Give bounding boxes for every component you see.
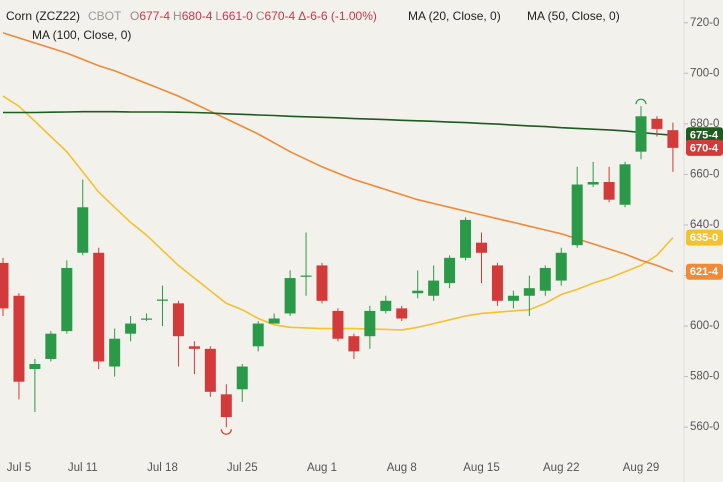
ohlc-key: H (173, 9, 182, 23)
y-tick-label: 560-0 (690, 421, 719, 433)
candle-body (460, 219, 472, 258)
candle-body (125, 323, 137, 334)
y-tick-label: 600-0 (690, 320, 719, 332)
value-tag (686, 229, 723, 246)
x-tick-label: Jul 11 (68, 462, 98, 474)
candle-body (523, 288, 535, 296)
candle-body (348, 336, 360, 352)
legend-entry: MA (100, Close, 0) (32, 28, 131, 42)
value-tag (686, 263, 723, 280)
candle-body (491, 265, 503, 301)
exchange: CBOT (88, 9, 122, 23)
candle-body (172, 303, 184, 337)
candle-body (635, 116, 647, 152)
candle-body (157, 299, 168, 301)
value-tag-label: 670-4 (690, 142, 719, 154)
y-tick-label: 660-0 (690, 168, 719, 180)
candle-body (476, 242, 487, 253)
value-tag-label: 621-4 (690, 266, 719, 278)
x-tick-label: Aug 15 (463, 462, 499, 474)
candle-body (220, 394, 232, 418)
candle-body (141, 318, 153, 320)
y-tick-label: 720-0 (690, 17, 719, 29)
ohlc-key: L (215, 9, 222, 23)
change: Δ-6-6 (-1.00%) (298, 9, 377, 23)
candle-body (428, 280, 440, 296)
ohlc-key: O (130, 9, 139, 23)
candle-body (412, 290, 424, 294)
candle-body (45, 333, 57, 359)
legend-entry: MA (50, Close, 0) (527, 9, 620, 23)
ma-line (3, 110, 673, 136)
ohlc-value: 661-0 (222, 9, 253, 23)
candle-body (93, 252, 105, 362)
candle-body (300, 275, 312, 277)
value-tag-label: 675-4 (690, 130, 719, 142)
chart-title: Corn (ZCZ22) (6, 9, 80, 23)
candle-body (396, 308, 408, 319)
legend-entry: MA (20, Close, 0) (408, 9, 501, 23)
candle-body (77, 207, 89, 253)
candle-body (667, 130, 679, 148)
candle-body (587, 182, 599, 185)
y-tick-label: 640-0 (690, 219, 719, 231)
value-tag (686, 139, 723, 156)
ohlc-value: 670-4 (264, 9, 295, 23)
candle-body (555, 252, 567, 281)
candle-body (252, 323, 264, 347)
y-tick-label: 580-0 (690, 371, 719, 383)
candle-body (236, 366, 248, 390)
ohlc-value: 680-4 (182, 9, 213, 23)
x-tick-label: Jul 5 (7, 462, 31, 474)
candle-body (188, 346, 200, 349)
candle-body (0, 262, 9, 309)
candle-body (571, 184, 583, 246)
candle-body (204, 348, 216, 392)
y-tick-label: 700-0 (690, 67, 719, 79)
ohlc-value: 677-4 (139, 9, 170, 23)
candle-body (619, 164, 631, 205)
candle-body (651, 118, 663, 129)
candle-body (61, 267, 73, 332)
x-tick-label: Jul 25 (227, 462, 258, 474)
value-tag (686, 127, 723, 144)
candle-body (539, 267, 551, 291)
x-tick-label: Aug 29 (623, 462, 659, 474)
ohlc-key: C (256, 9, 265, 23)
low-marker (220, 429, 232, 435)
ma-line (2, 32, 674, 273)
candle-body (13, 295, 25, 382)
high-marker (635, 98, 647, 105)
x-tick-label: Aug 8 (387, 462, 417, 474)
candle-body (316, 265, 328, 301)
x-tick-label: Jul 18 (147, 462, 178, 474)
candle-body (284, 278, 296, 314)
x-tick-label: Aug 1 (307, 462, 337, 474)
candle-body (332, 310, 344, 339)
candle-body (380, 300, 392, 311)
value-tag-label: 635-0 (690, 232, 718, 244)
candle-body (268, 318, 280, 324)
candle-body (603, 182, 615, 200)
y-tick-label: 680-0 (690, 118, 719, 130)
x-tick-label: Aug 22 (543, 462, 579, 474)
candle-body (29, 364, 41, 370)
candle-body (444, 257, 456, 284)
candle-body (507, 295, 519, 301)
candle-body (364, 310, 376, 337)
candle-body (109, 338, 121, 367)
